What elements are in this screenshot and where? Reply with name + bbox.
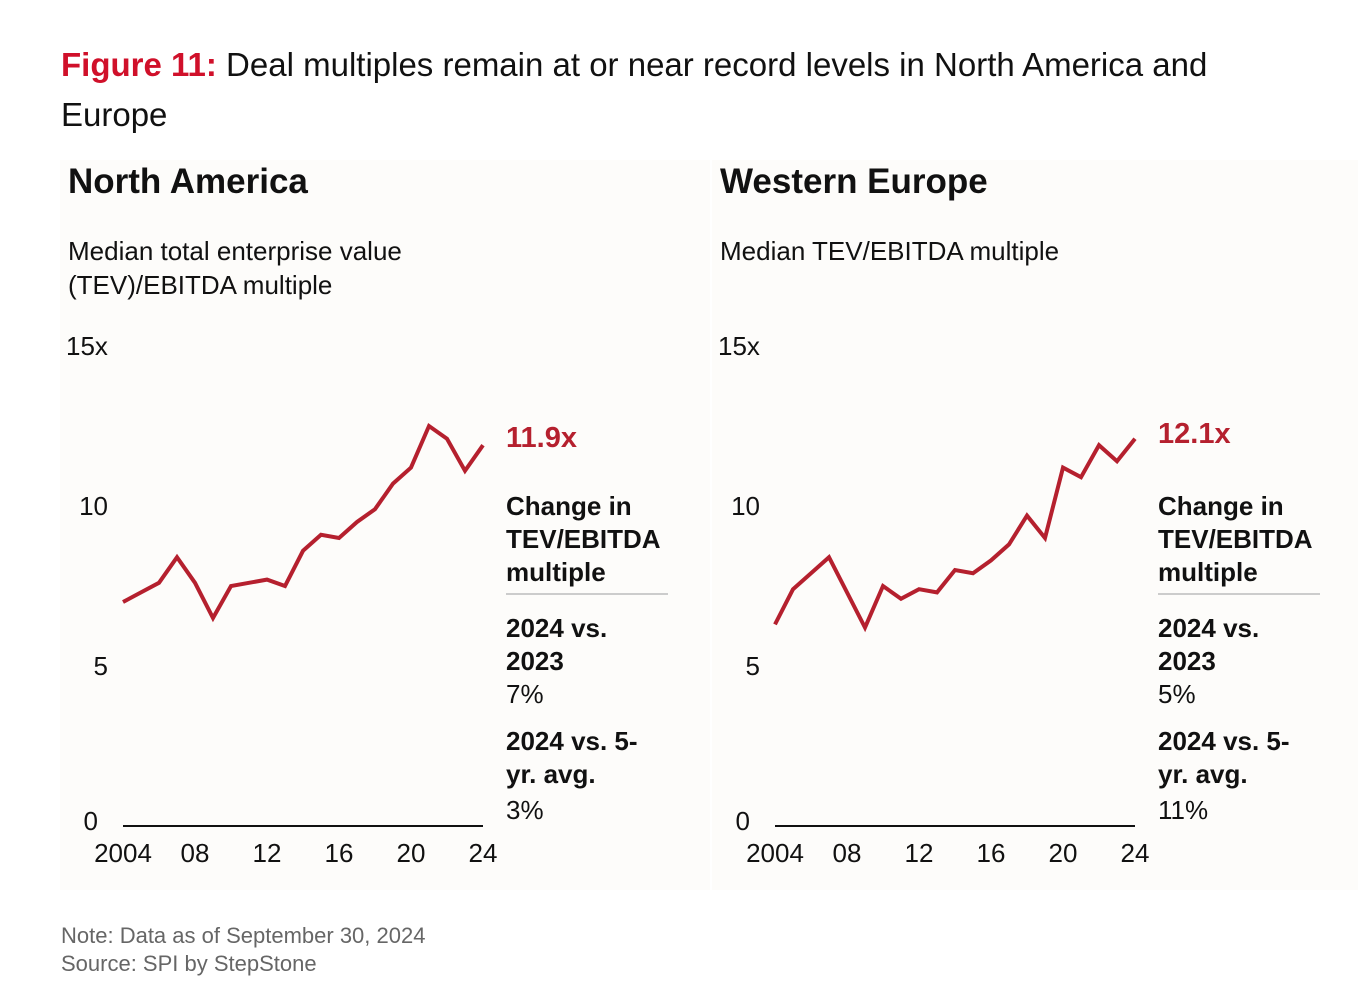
figure-title-text: Deal multiples remain at or near record …: [61, 46, 1208, 133]
note-text: Note: Data as of September 30, 2024: [61, 923, 426, 948]
panel-subtitle: Median total enterprise value (TEV)/EBIT…: [68, 236, 402, 300]
x-tick-label: 24: [469, 838, 498, 868]
line-chart: 0 5 10 15x 2004 08 12 16 20 24: [66, 331, 498, 868]
change-heading: Change in TEV/EBITDA multiple: [1158, 490, 1320, 595]
cmp1-value: 7%: [506, 679, 544, 709]
cmp2-value: 3%: [506, 795, 544, 825]
x-tick-label: 12: [253, 838, 282, 868]
footnote: Note: Data as of September 30, 2024 Sour…: [61, 922, 425, 978]
x-tick-label: 20: [397, 838, 426, 868]
y-tick-label: 15x: [66, 331, 108, 361]
cmp2-label: 2024 vs. 5-yr. avg.: [506, 726, 638, 789]
cmp1-value: 5%: [1158, 679, 1196, 709]
y-tick-label: 10: [79, 491, 108, 521]
source-text: Source: SPI by StepStone: [61, 951, 317, 976]
cmp2-value: 11%: [1158, 795, 1209, 825]
panel-western-europe: Western Europe Median TEV/EBITDA multipl…: [712, 160, 1358, 890]
y-tick-label: 5: [94, 651, 108, 681]
x-tick-label: 12: [905, 838, 934, 868]
figure-title: Figure 11: Deal multiples remain at or n…: [61, 40, 1261, 140]
x-tick-label: 20: [1049, 838, 1078, 868]
cmp1-label: 2024 vs. 2023: [506, 613, 608, 676]
series-line: [773, 437, 1137, 633]
series-line: [122, 422, 485, 623]
callout-value: 11.9x: [506, 422, 577, 454]
callout-value: 12.1x: [1158, 418, 1231, 450]
cmp1-label: 2024 vs. 2023: [1158, 613, 1260, 676]
y-tick-label: 15x: [718, 331, 760, 361]
y-tick-label: 10: [731, 491, 760, 521]
x-tick-label: 16: [325, 838, 354, 868]
x-tick-label: 08: [833, 838, 862, 868]
x-tick-label: 2004: [94, 838, 152, 868]
panel-north-america: North America Median total enterprise va…: [60, 160, 710, 890]
x-tick-label: 16: [977, 838, 1006, 868]
panel-heading: Western Europe: [720, 162, 988, 201]
y-tick-label: 5: [746, 651, 760, 681]
panel-heading: North America: [68, 162, 308, 201]
x-tick-label: 24: [1121, 838, 1150, 868]
x-tick-label: 2004: [746, 838, 804, 868]
panel-subtitle: Median TEV/EBITDA multiple: [720, 236, 1060, 266]
cmp2-label: 2024 vs. 5-yr. avg.: [1158, 726, 1290, 789]
figure-label: Figure 11:: [61, 46, 217, 83]
y-tick-label: 0: [84, 806, 98, 836]
y-tick-label: 0: [736, 806, 750, 836]
x-tick-label: 08: [181, 838, 210, 868]
line-chart: 0 5 10 15x 2004 08 12 16 20 24: [718, 331, 1150, 868]
change-heading: Change in TEV/EBITDA multiple: [506, 490, 668, 595]
